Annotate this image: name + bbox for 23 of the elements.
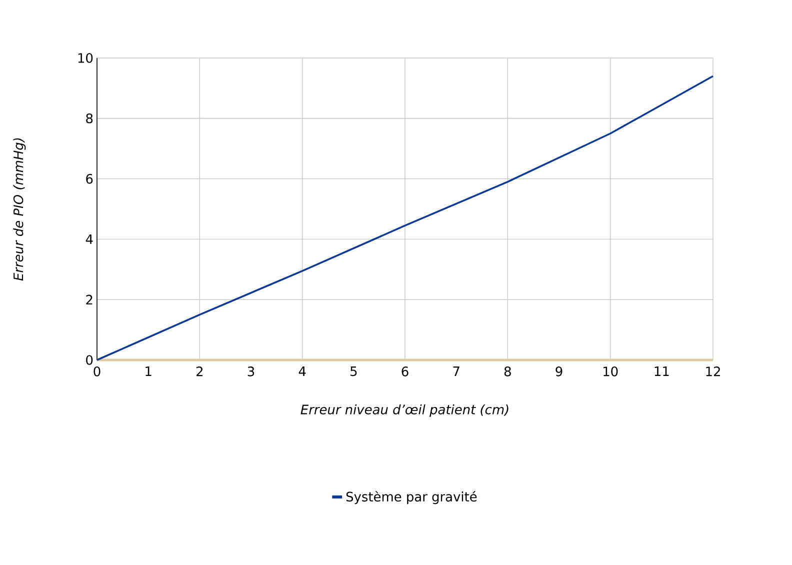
legend-label: Système par gravité (346, 491, 477, 504)
y-axis-title: Erreur de PIO (mmHg) (13, 138, 26, 281)
x-tick-label: 0 (94, 366, 100, 376)
x-tick-label: 7 (453, 366, 460, 376)
x-tick-label: 12 (706, 366, 720, 376)
x-tick-label: 5 (350, 366, 357, 376)
x-tick-label: 9 (556, 366, 562, 376)
x-tick-label: 6 (402, 366, 408, 376)
x-tick-label: 3 (248, 366, 254, 376)
line-series (96, 75, 714, 361)
y-tick-label: 8 (86, 114, 93, 124)
x-tick-label: 4 (298, 366, 306, 376)
y-tick-label: 0 (86, 355, 93, 365)
y-tick-label: 2 (86, 294, 92, 304)
x-tick-label: 11 (654, 366, 669, 376)
x-tick-label: 1 (146, 366, 152, 376)
x-tick-label: 10 (604, 366, 618, 376)
y-tick-label: 4 (86, 234, 93, 244)
x-tick-label: 2 (196, 366, 202, 376)
x-axis-title: Erreur niveau d’œil patient (cm) (300, 404, 508, 417)
y-tick-label: 6 (86, 174, 93, 184)
x-tick-label: 8 (504, 366, 511, 376)
y-tick-label: 10 (78, 53, 93, 63)
